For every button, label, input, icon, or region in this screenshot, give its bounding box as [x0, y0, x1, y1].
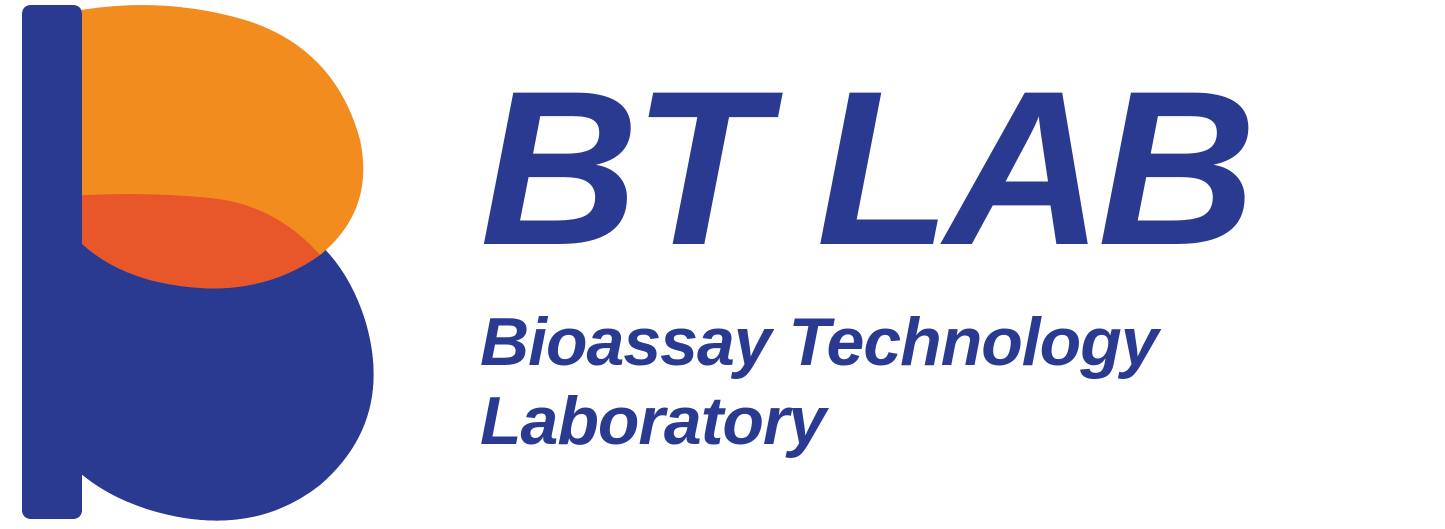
brand-subtitle: Bioassay Technology Laboratory: [480, 303, 1251, 459]
logo-text-block: BT LAB Bioassay Technology Laboratory: [480, 64, 1251, 459]
logo-container: BT LAB Bioassay Technology Laboratory: [0, 0, 1445, 524]
brand-main-title: BT LAB: [480, 64, 1251, 273]
brand-subtitle-line2: Laboratory: [480, 382, 1251, 460]
brand-subtitle-line1: Bioassay Technology: [480, 303, 1251, 381]
logo-mark-icon: [0, 0, 390, 524]
